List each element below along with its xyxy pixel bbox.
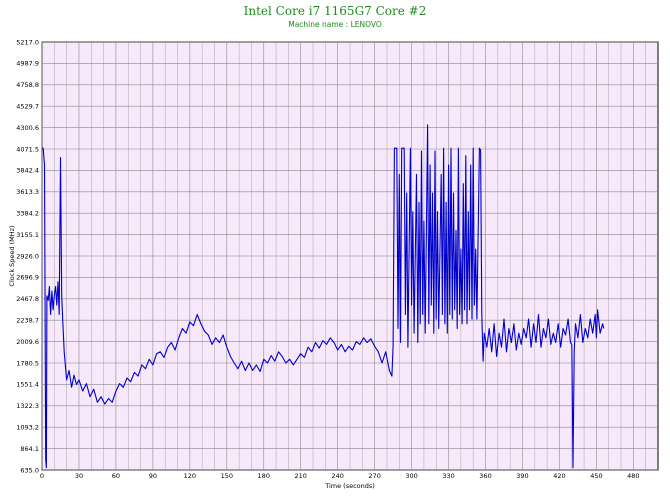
x-tick-label: 90 — [149, 472, 157, 480]
x-tick-label: 300 — [405, 472, 417, 480]
y-tick-label: 1551.4 — [16, 381, 39, 389]
x-axis-label: Time (seconds) — [324, 482, 375, 490]
x-tick-label: 450 — [590, 472, 602, 480]
y-tick-label: 1093.2 — [16, 424, 39, 432]
y-tick-label: 2238.7 — [16, 317, 39, 325]
y-tick-label: 1780.5 — [16, 359, 39, 367]
y-axis-ticks: 5217.0 4987.9 4758.8 4529.7 4300.6 4071.5 3842… — [16, 38, 39, 474]
x-tick-label: 180 — [258, 472, 270, 480]
y-tick-label: 3842.4 — [16, 167, 39, 175]
y-tick-label: 3384.2 — [16, 210, 39, 218]
y-tick-label: 864.1 — [20, 445, 39, 453]
y-tick-label: 2926.0 — [16, 252, 39, 260]
y-tick-label: 4987.9 — [16, 60, 39, 68]
y-tick-label: 1322.3 — [16, 402, 39, 410]
x-tick-label: 0 — [40, 472, 44, 480]
y-tick-label: 2467.8 — [16, 295, 39, 303]
x-tick-label: 360 — [479, 472, 491, 480]
y-tick-label: 4300.6 — [16, 124, 39, 132]
y-tick-label: 4529.7 — [16, 103, 39, 111]
x-tick-label: 330 — [442, 472, 454, 480]
x-axis-ticks: 0 30 60 90 120 150 180 210 240 270 300 330 360 390 420… — [40, 472, 640, 480]
y-tick-label: 3613.3 — [16, 188, 39, 196]
x-tick-label: 120 — [184, 472, 196, 480]
y-tick-label: 4758.8 — [16, 81, 39, 89]
x-tick-label: 240 — [331, 472, 343, 480]
y-tick-label: 5217.0 — [16, 38, 39, 46]
x-tick-label: 420 — [553, 472, 565, 480]
y-axis-label: Clock Speed (MHz) — [8, 225, 16, 286]
chart-title: Intel Core i7 1165G7 Core #2 — [243, 4, 427, 18]
x-tick-label: 390 — [516, 472, 528, 480]
chart-subtitle: Machine name : LENOVO — [288, 20, 382, 29]
x-tick-label: 150 — [221, 472, 233, 480]
x-tick-label: 60 — [112, 472, 120, 480]
y-tick-label: 2696.9 — [16, 274, 39, 282]
x-tick-label: 210 — [295, 472, 307, 480]
y-tick-label: 2009.6 — [16, 338, 39, 346]
x-tick-label: 270 — [368, 472, 380, 480]
clock-speed-line — [42, 124, 605, 469]
y-tick-label: 4071.5 — [16, 145, 39, 153]
grid-lines — [41, 41, 658, 471]
x-tick-label: 30 — [75, 472, 83, 480]
y-tick-label: 635.0 — [20, 466, 39, 474]
x-tick-label: 480 — [627, 472, 639, 480]
y-tick-label: 3155.1 — [16, 231, 39, 239]
